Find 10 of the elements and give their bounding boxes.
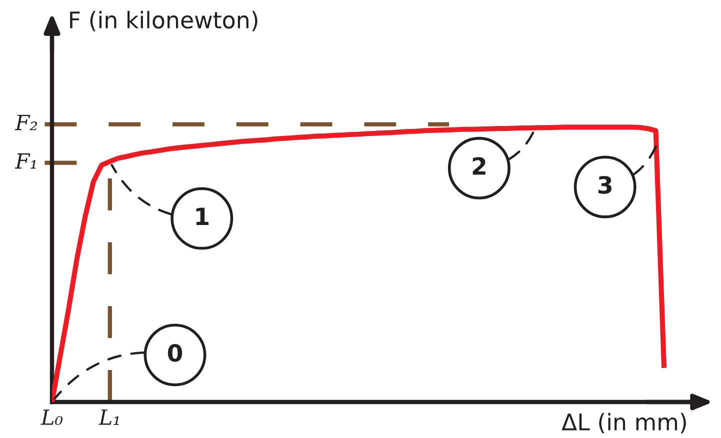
annotation: 0 xyxy=(168,344,182,362)
ref-line-label: F₁ xyxy=(14,153,36,169)
annotation: 1 xyxy=(196,208,208,225)
annotation: 3 xyxy=(598,176,612,194)
x-axis-title: ΔL (in mm) xyxy=(562,412,686,434)
annotation: 2 xyxy=(472,157,486,175)
x-tick-label: L₁ xyxy=(98,410,119,425)
ref-line-label: F₂ xyxy=(14,114,38,130)
x-tick-label: L₀ xyxy=(40,410,63,426)
y-axis-title: F (in kilonewton) xyxy=(70,10,258,32)
